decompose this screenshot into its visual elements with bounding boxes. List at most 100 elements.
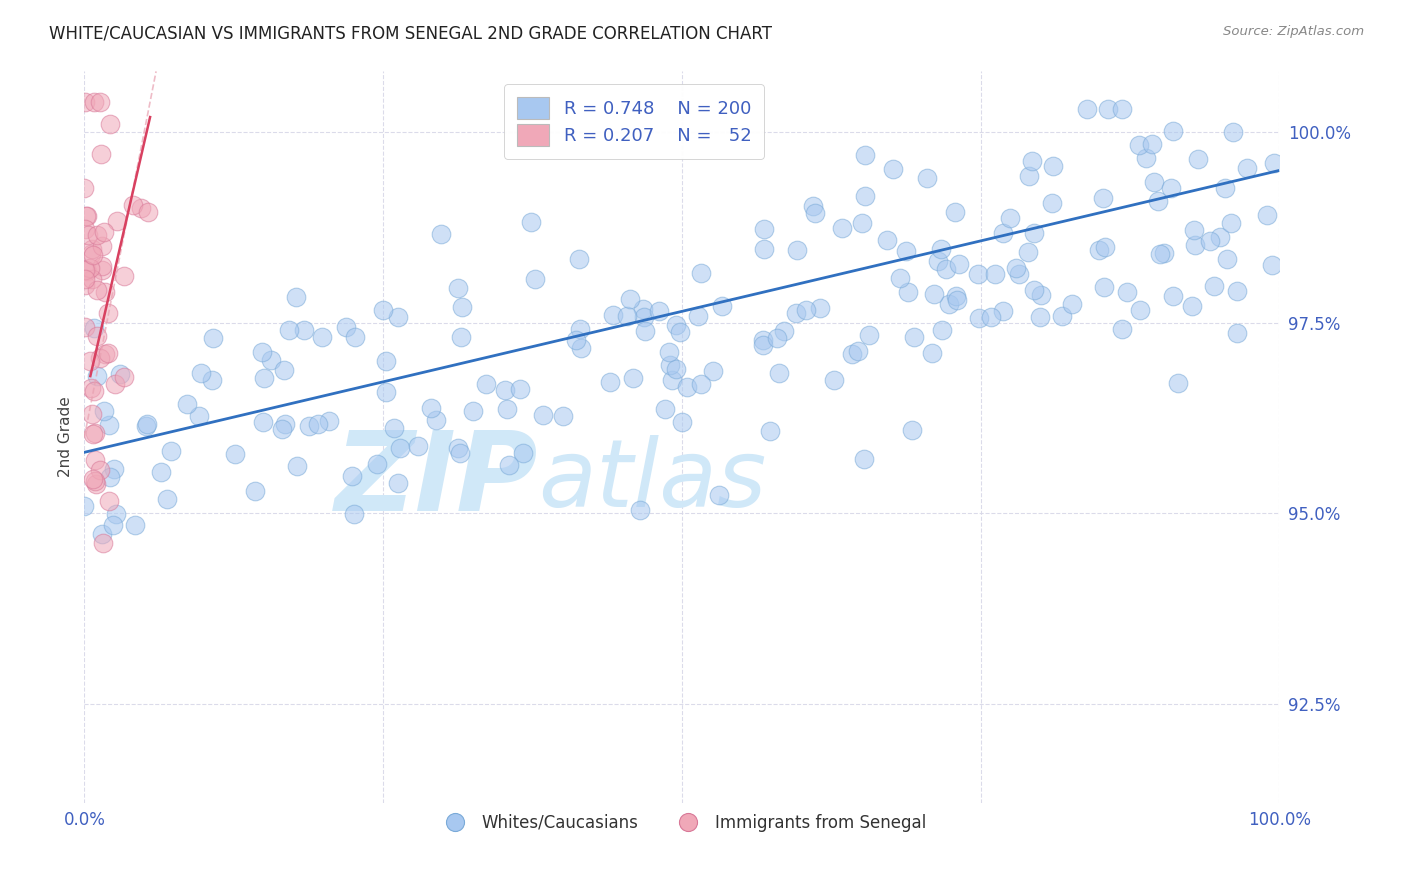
Point bbox=[897, 285, 920, 299]
Point bbox=[901, 423, 924, 437]
Point bbox=[420, 401, 443, 415]
Point bbox=[76, 264, 98, 278]
Point bbox=[285, 290, 308, 304]
Point bbox=[1140, 137, 1163, 152]
Point bbox=[665, 361, 688, 376]
Point bbox=[1008, 267, 1031, 281]
Point bbox=[76, 227, 98, 242]
Point bbox=[450, 330, 472, 344]
Point bbox=[122, 198, 145, 212]
Point bbox=[647, 304, 669, 318]
Point bbox=[1226, 326, 1249, 340]
Point bbox=[274, 417, 297, 431]
Point bbox=[1017, 245, 1039, 260]
Point bbox=[131, 201, 153, 215]
Point bbox=[1208, 230, 1230, 244]
Point bbox=[621, 371, 644, 385]
Point bbox=[82, 427, 104, 442]
Point bbox=[496, 402, 519, 417]
Point bbox=[1161, 124, 1184, 138]
Point bbox=[654, 401, 676, 416]
Point bbox=[524, 272, 547, 286]
Point bbox=[105, 213, 128, 227]
Point bbox=[1263, 156, 1285, 170]
Point bbox=[991, 226, 1014, 240]
Point bbox=[1226, 285, 1249, 299]
Text: ZIP: ZIP bbox=[335, 427, 538, 534]
Point bbox=[931, 322, 953, 336]
Point bbox=[1182, 222, 1205, 236]
Point bbox=[75, 272, 97, 286]
Point bbox=[1052, 309, 1074, 323]
Point bbox=[1128, 138, 1150, 153]
Point bbox=[1040, 196, 1063, 211]
Point bbox=[794, 303, 817, 318]
Point bbox=[1149, 247, 1171, 261]
Point bbox=[83, 384, 105, 398]
Point bbox=[79, 353, 101, 368]
Point bbox=[475, 376, 498, 391]
Point bbox=[1261, 258, 1284, 272]
Point bbox=[97, 346, 120, 360]
Point bbox=[665, 318, 688, 332]
Point bbox=[387, 475, 409, 490]
Point bbox=[79, 382, 101, 396]
Point bbox=[73, 181, 96, 195]
Point bbox=[1111, 103, 1133, 117]
Point bbox=[894, 244, 917, 259]
Point bbox=[82, 248, 104, 262]
Point bbox=[801, 199, 824, 213]
Point bbox=[1181, 300, 1204, 314]
Point bbox=[307, 417, 329, 431]
Point bbox=[97, 418, 120, 433]
Point bbox=[156, 491, 179, 506]
Point bbox=[150, 465, 173, 479]
Point bbox=[1143, 175, 1166, 189]
Point bbox=[270, 422, 292, 436]
Point bbox=[382, 421, 405, 435]
Point bbox=[569, 341, 592, 355]
Point bbox=[135, 417, 157, 432]
Point bbox=[430, 227, 453, 242]
Point bbox=[803, 205, 825, 219]
Point bbox=[112, 370, 135, 384]
Point bbox=[686, 309, 709, 323]
Point bbox=[1167, 376, 1189, 391]
Point bbox=[89, 351, 111, 365]
Point bbox=[89, 95, 111, 109]
Point bbox=[1161, 289, 1184, 303]
Point bbox=[108, 367, 131, 381]
Point bbox=[252, 415, 274, 429]
Point bbox=[90, 259, 112, 273]
Point bbox=[851, 216, 873, 230]
Point bbox=[176, 397, 198, 411]
Point bbox=[1187, 153, 1209, 167]
Point bbox=[1018, 169, 1040, 184]
Point bbox=[200, 374, 222, 388]
Point bbox=[494, 384, 516, 398]
Point bbox=[298, 418, 321, 433]
Point bbox=[97, 306, 120, 320]
Point bbox=[86, 283, 108, 297]
Point bbox=[967, 267, 990, 281]
Point bbox=[1021, 153, 1043, 168]
Point bbox=[658, 344, 681, 359]
Point bbox=[702, 364, 724, 378]
Point bbox=[91, 526, 114, 541]
Point bbox=[498, 458, 520, 472]
Point bbox=[188, 409, 211, 423]
Point bbox=[86, 227, 108, 242]
Point bbox=[1256, 208, 1278, 222]
Point bbox=[568, 321, 591, 335]
Legend: Whites/Caucasians, Immigrants from Senegal: Whites/Caucasians, Immigrants from Seneg… bbox=[432, 807, 932, 838]
Point bbox=[1029, 310, 1052, 324]
Point bbox=[921, 346, 943, 360]
Point bbox=[75, 95, 97, 109]
Point bbox=[79, 260, 101, 275]
Y-axis label: 2nd Grade: 2nd Grade bbox=[58, 397, 73, 477]
Point bbox=[73, 262, 96, 277]
Point bbox=[616, 310, 638, 324]
Point bbox=[135, 418, 157, 433]
Point bbox=[689, 376, 711, 391]
Point bbox=[318, 414, 340, 428]
